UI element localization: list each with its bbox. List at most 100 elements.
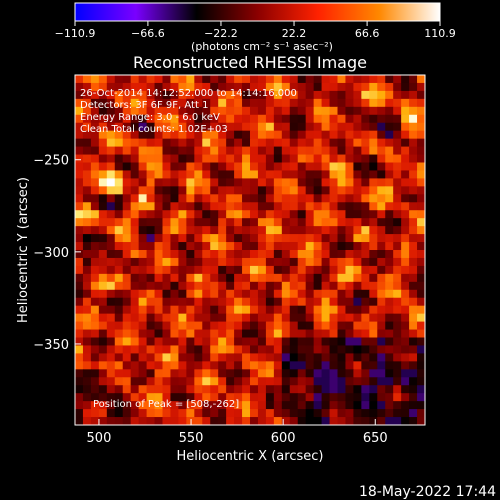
heatmap-cell: [377, 106, 386, 116]
heatmap-cell: [345, 210, 354, 219]
heatmap-cell: [417, 242, 426, 251]
heatmap-cell: [337, 353, 346, 362]
heatmap-cell: [393, 122, 402, 132]
heatmap-cell: [226, 297, 235, 307]
heatmap-cell: [75, 361, 84, 370]
heatmap-cell: [377, 90, 386, 100]
heatmap-cell: [162, 289, 171, 299]
heatmap-cell: [186, 385, 195, 394]
heatmap-cell: [305, 329, 315, 338]
heatmap-cell: [265, 114, 275, 124]
heatmap-cell: [154, 218, 163, 227]
heatmap-cell: [82, 82, 92, 92]
heatmap-cell: [337, 122, 346, 132]
heatmap-cell: [234, 401, 243, 410]
heatmap-cell: [345, 377, 354, 386]
heatmap-cell: [98, 257, 108, 267]
heatmap-cell: [385, 289, 394, 299]
heatmap-cell: [353, 305, 362, 315]
heatmap-cell: [122, 75, 132, 84]
heatmap-cell: [329, 321, 338, 330]
heatmap-cell: [369, 162, 378, 171]
heatmap-cell: [75, 234, 84, 243]
heatmap-cell: [361, 417, 370, 426]
heatmap-cell: [313, 114, 322, 124]
heatmap-cell: [210, 289, 219, 299]
heatmap-cell: [122, 305, 132, 315]
heatmap-cell: [226, 122, 235, 132]
heatmap-cell: [210, 90, 219, 100]
heatmap-cell: [297, 98, 307, 108]
heatmap-cell: [242, 202, 251, 211]
heatmap-cell: [114, 257, 124, 267]
heatmap-cell: [321, 75, 330, 84]
heatmap-cell: [106, 186, 116, 195]
heatmap-cell: [114, 417, 124, 426]
heatmap-cell: [90, 242, 100, 251]
heatmap-cell: [90, 281, 100, 291]
heatmap-cell: [242, 273, 251, 283]
heatmap-cell: [130, 170, 140, 179]
heatmap-cell: [170, 75, 179, 84]
heatmap-cell: [345, 393, 354, 402]
heatmap-cell: [82, 337, 92, 346]
heatmap-cell: [242, 210, 251, 219]
heatmap-cell: [202, 202, 211, 211]
heatmap-cell: [305, 242, 315, 251]
heatmap-cell: [321, 162, 330, 171]
heatmap-cell: [210, 361, 219, 370]
heatmap-cell: [409, 305, 418, 315]
heatmap-cell: [114, 98, 124, 108]
heatmap-cell: [146, 313, 155, 322]
heatmap-cell: [186, 130, 195, 140]
heatmap-cell: [393, 75, 402, 84]
heatmap-cell: [170, 257, 179, 267]
heatmap-cell: [321, 250, 330, 259]
heatmap-cell: [361, 170, 370, 179]
heatmap-cell: [138, 194, 147, 203]
heatmap-cell: [409, 313, 418, 322]
heatmap-cell: [369, 98, 378, 108]
heatmap-cell: [417, 377, 426, 386]
heatmap-cell: [146, 130, 155, 140]
heatmap-cell: [289, 329, 299, 338]
heatmap-cell: [289, 281, 299, 291]
heatmap-cell: [210, 409, 219, 418]
heatmap-cell: [345, 90, 354, 100]
heatmap-cell: [194, 130, 203, 140]
heatmap-cell: [361, 369, 370, 378]
heatmap-cell: [178, 273, 187, 283]
heatmap-cell: [385, 345, 394, 354]
colorbar-tick-label: 110.9: [424, 27, 456, 40]
heatmap-cell: [250, 305, 259, 315]
heatmap-cell: [313, 82, 322, 92]
heatmap-cell: [281, 265, 291, 275]
heatmap-cell: [154, 257, 163, 267]
heatmap-cell: [178, 353, 187, 362]
heatmap-cell: [210, 297, 219, 307]
heatmap-cell: [178, 377, 187, 386]
heatmap-cell: [345, 409, 354, 418]
heatmap-cell: [202, 178, 211, 187]
heatmap-cell: [226, 154, 235, 163]
heatmap-cell: [210, 194, 219, 203]
heatmap-cell: [154, 417, 163, 426]
heatmap-cell: [98, 353, 108, 362]
heatmap-cell: [305, 393, 315, 402]
heatmap-cell: [281, 106, 291, 116]
heatmap-cell: [146, 409, 155, 418]
heatmap-cell: [210, 393, 219, 402]
heatmap-cell: [122, 329, 132, 338]
heatmap-cell: [242, 393, 251, 402]
heatmap-cell: [313, 170, 322, 179]
heatmap-cell: [305, 281, 315, 291]
heatmap-cell: [130, 297, 140, 307]
heatmap-cell: [289, 393, 299, 402]
heatmap-cell: [345, 281, 354, 291]
heatmap-cell: [154, 242, 163, 251]
heatmap-cell: [162, 242, 171, 251]
heatmap-cell: [265, 329, 275, 338]
heatmap-cell: [393, 369, 402, 378]
heatmap-cell: [417, 337, 426, 346]
heatmap-cell: [321, 265, 330, 275]
